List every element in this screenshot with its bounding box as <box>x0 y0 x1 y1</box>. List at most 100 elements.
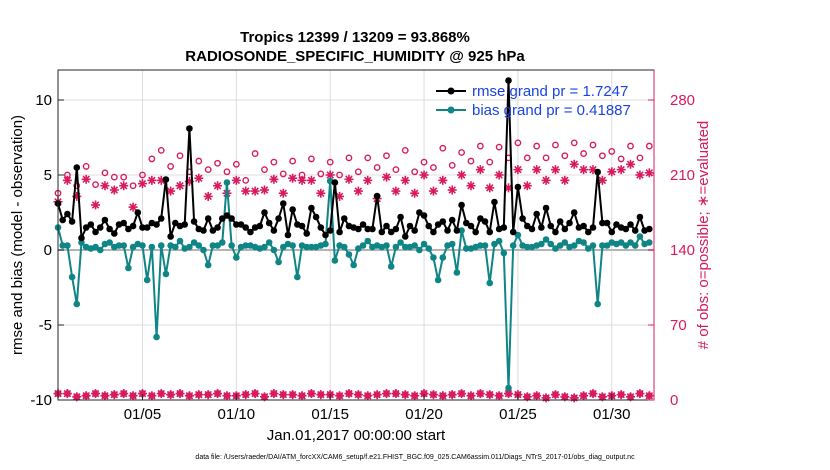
rmse-point <box>298 222 306 230</box>
obs-possible-marker <box>336 171 343 179</box>
rmse-point <box>228 215 235 222</box>
rmse-point <box>439 218 447 225</box>
rmse-point <box>505 77 512 84</box>
y-right-tick-label: 280 <box>670 92 695 109</box>
bias-point <box>96 246 104 254</box>
obs-evaluated-marker-low <box>241 390 251 400</box>
obs-evaluated-marker-low <box>391 389 401 399</box>
bias-point <box>223 179 231 186</box>
bias-point <box>603 242 611 249</box>
obs-evaluated-marker <box>137 179 147 189</box>
bias-point <box>505 384 512 392</box>
rmse-point <box>153 221 160 228</box>
bias-point <box>495 237 503 245</box>
obs-possible-marker <box>204 166 212 174</box>
rmse-point <box>364 225 372 233</box>
obs-evaluated-marker <box>203 191 213 201</box>
obs-evaluated-marker <box>316 188 326 198</box>
bias-point <box>59 242 66 249</box>
rmse-point <box>101 216 109 224</box>
obs-evaluated-marker <box>241 186 251 196</box>
bias-point <box>322 240 329 248</box>
obs-possible-marker <box>92 181 99 189</box>
obs-possible-marker <box>552 141 559 149</box>
bias-point <box>359 242 367 249</box>
obs-evaluated-marker-low <box>278 390 288 400</box>
legend-bias-marker <box>447 106 455 114</box>
obs-possible-marker <box>645 142 653 150</box>
bias-point <box>261 243 268 251</box>
bias-point <box>627 239 634 246</box>
x-axis: 01/05 01/10 01/15 01/20 01/25 01/30 <box>124 394 631 423</box>
obs-evaluated-marker-low <box>485 390 495 400</box>
obs-possible-marker <box>392 166 400 174</box>
obs-possible-marker <box>167 163 175 170</box>
bias-point <box>383 242 390 249</box>
rmse-point <box>59 216 66 224</box>
obs-possible-marker <box>326 158 334 166</box>
obs-possible-marker <box>120 173 128 181</box>
obs-evaluated-marker <box>119 181 129 191</box>
obs-possible-marker <box>589 141 597 149</box>
rmse-point <box>157 215 165 222</box>
bias-point <box>599 242 606 249</box>
obs-possible-marker <box>223 168 231 176</box>
rmse-point <box>453 227 461 234</box>
bias-point <box>420 240 428 248</box>
rmse-point <box>256 222 264 230</box>
rmse-point <box>444 227 451 234</box>
rmse-point <box>448 216 456 224</box>
obs-possible-marker <box>467 157 475 165</box>
y-right-tick-label: 70 <box>670 317 687 334</box>
rmse-point <box>106 225 113 233</box>
rmse-point <box>566 219 573 227</box>
x-tick-label: 01/25 <box>499 406 537 423</box>
bias-point <box>270 246 278 254</box>
obs-evaluated-marker-low <box>428 390 438 400</box>
obs-possible-marker <box>476 142 484 150</box>
rmse-point <box>369 225 376 233</box>
obs-evaluated-marker-low <box>344 389 354 399</box>
rmse-point <box>125 225 132 233</box>
bias-point <box>157 242 165 249</box>
obs-evaluated-marker <box>194 173 204 183</box>
rmse-point <box>570 209 578 216</box>
bias-point <box>458 227 465 234</box>
bias-point <box>303 243 311 251</box>
bias-point <box>172 243 179 251</box>
plot-area <box>53 69 655 403</box>
bias-point <box>214 242 221 249</box>
rmse-point <box>486 228 494 236</box>
rmse-point <box>373 192 381 200</box>
bias-point <box>584 245 592 252</box>
rmse-point <box>434 221 442 228</box>
obs-evaluated-marker-low <box>579 391 589 401</box>
rmse-point <box>392 225 400 233</box>
obs-evaluated-marker-low <box>288 390 298 400</box>
obs-evaluated-marker <box>419 170 429 180</box>
left-y-axis: -10 -5 0 5 10 <box>30 92 64 409</box>
rmse-point <box>631 227 639 234</box>
obs-evaluated-marker <box>428 186 438 196</box>
rmse-point <box>467 222 475 230</box>
rmse-point <box>462 219 470 227</box>
obs-evaluated-marker <box>297 175 307 185</box>
obs-evaluated-marker-low <box>438 391 448 401</box>
right-y-axis: 0 70 140 210 280 <box>648 70 695 409</box>
bias-point <box>570 242 578 249</box>
legend: rmse grand pr = 1.7247 bias grand pr = 0… <box>436 83 631 119</box>
rmse-point <box>542 204 550 212</box>
obs-evaluated-marker-low <box>213 389 223 399</box>
obs-possible-marker <box>308 155 315 163</box>
obs-evaluated-marker-low <box>644 391 654 401</box>
bias-point <box>289 242 296 249</box>
rmse-point <box>425 222 433 230</box>
rmse-point <box>265 219 273 227</box>
rmse-point <box>190 218 198 225</box>
bias-point <box>439 254 447 261</box>
obs-evaluated-marker <box>175 181 185 191</box>
bias-point <box>552 245 559 252</box>
obs-evaluated-marker <box>485 183 495 193</box>
obs-evaluated-marker-low <box>119 389 129 399</box>
bias-point <box>622 242 630 249</box>
